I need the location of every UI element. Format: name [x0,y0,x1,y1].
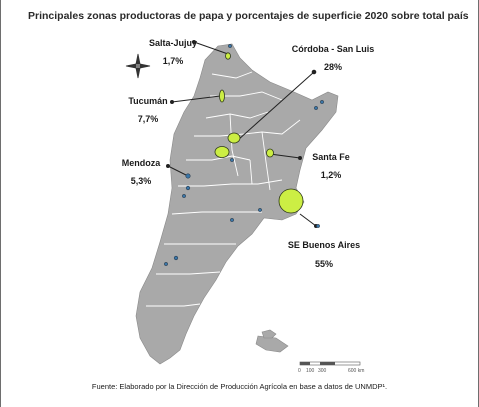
minor-markers [164,44,324,266]
label-santa-fe-name: Santa Fe [312,152,350,162]
zone-salta-jujuy [225,52,231,60]
scale-tick-100: 100 [306,368,315,374]
label-salta-jujuy-percent: 1,7% [162,56,184,66]
label-tucuman: Tucumán 7,7% [126,96,170,124]
production-zones [214,52,304,214]
label-mendoza: Mendoza 5,3% [116,158,166,186]
label-se-buenos-aires: SE Buenos Aires 55% [284,240,364,269]
zone-santa-fe [266,148,274,158]
label-cordoba-name: Córdoba - San Luis [291,44,375,54]
scale-tick-600: 600 km [348,368,364,374]
label-buenos-aires-percent: 55% [314,259,333,269]
zone-cordoba-north [227,132,241,144]
scale-tick-0: 0 [298,368,301,374]
zone-se-buenos-aires [278,188,304,214]
label-buenos-aires-name: SE Buenos Aires [287,240,361,250]
tierra-del-fuego [255,335,289,353]
label-salta-jujuy: Salta-Jujuy 1,7% [148,38,198,66]
label-santa-fe-percent: 1,2% [320,170,342,180]
scale-tick-300: 300 [318,368,327,374]
label-cordoba-percent: 28% [323,62,342,72]
label-mendoza-name: Mendoza [121,158,161,168]
zone-tucuman [219,89,225,103]
argentina-land [135,43,339,365]
zone-cordoba-san-luis [214,146,230,158]
compass-rose-icon [125,53,151,79]
label-cordoba-san-luis: Córdoba - San Luis 28% [290,44,376,72]
label-tucuman-percent: 7,7% [137,114,159,124]
scale-bar: 0 100 300 600 km [298,361,364,374]
label-tucuman-name: Tucumán [128,96,168,106]
label-salta-jujuy-name: Salta-Jujuy [148,38,197,48]
map-title: Principales zonas productoras de papa y … [28,10,469,22]
label-santa-fe: Santa Fe 1,2% [306,152,356,180]
leader-lines [166,40,318,228]
province-borders [146,71,301,307]
source-note: Fuente: Elaborado por la Dirección de Pr… [91,382,388,391]
label-mendoza-percent: 5,3% [130,176,152,186]
malvinas-islands [261,329,277,339]
